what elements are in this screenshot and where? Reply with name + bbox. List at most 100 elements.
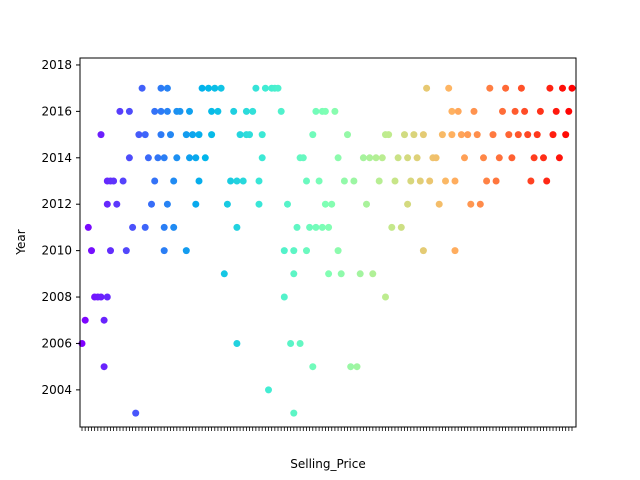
data-point [404, 154, 412, 162]
data-point [290, 247, 298, 255]
data-point [448, 131, 456, 139]
data-point [416, 177, 424, 185]
data-point [435, 200, 443, 208]
data-point [470, 107, 478, 115]
data-point [410, 131, 418, 139]
data-point [562, 131, 570, 139]
data-point [287, 340, 295, 347]
data-point [568, 84, 576, 92]
data-point [157, 84, 165, 92]
x-axis-label: Selling_Price [290, 457, 366, 471]
data-point [344, 131, 351, 139]
data-point [467, 200, 475, 208]
data-point [103, 200, 111, 208]
data-point [211, 84, 219, 92]
data-point [426, 177, 434, 185]
data-point [258, 131, 266, 139]
data-point [167, 131, 174, 139]
data-point [116, 107, 124, 115]
data-point [492, 177, 500, 185]
data-point [325, 270, 333, 278]
data-point [163, 84, 171, 92]
data-point [527, 177, 535, 185]
data-point [413, 154, 421, 162]
data-point [154, 154, 162, 162]
plot-frame [79, 57, 577, 428]
data-point [312, 107, 320, 115]
data-point [208, 131, 216, 139]
data-point [192, 154, 200, 162]
data-point [186, 154, 193, 162]
data-point [138, 84, 146, 92]
data-point [530, 154, 538, 162]
data-point [255, 200, 263, 208]
data-point [217, 84, 225, 92]
data-point [536, 107, 544, 115]
data-point [125, 154, 133, 162]
data-point [476, 200, 484, 208]
y-axis-label: Year [14, 229, 28, 255]
data-point [192, 200, 200, 208]
data-point [173, 154, 181, 162]
data-point [401, 131, 408, 139]
data-point [480, 154, 487, 162]
data-point [451, 177, 459, 185]
data-point [151, 107, 159, 115]
data-point [214, 107, 222, 115]
data-point [249, 107, 257, 115]
data-point [565, 107, 573, 115]
data-point [464, 131, 472, 139]
data-point [233, 177, 241, 185]
data-point [81, 316, 89, 324]
data-point [325, 223, 333, 231]
data-point [489, 131, 497, 139]
data-point [473, 131, 481, 139]
data-point [375, 177, 383, 185]
data-point [419, 131, 427, 139]
data-point [258, 154, 266, 162]
data-point [321, 200, 329, 208]
data-point [132, 409, 140, 417]
data-point [186, 107, 193, 115]
data-point [505, 131, 513, 139]
data-point [265, 386, 272, 394]
y-tick-label: 2012 [41, 197, 72, 211]
data-point [220, 270, 228, 278]
data-point [195, 131, 203, 139]
data-point [495, 154, 503, 162]
data-point [328, 200, 336, 208]
data-point [107, 247, 114, 255]
data-point [331, 107, 339, 115]
data-point [135, 131, 143, 139]
y-tick-label: 2004 [41, 383, 72, 397]
data-point [511, 107, 519, 115]
data-point [163, 200, 171, 208]
data-point [385, 131, 393, 139]
data-point [397, 223, 405, 231]
data-point [299, 154, 307, 162]
data-point [549, 131, 557, 139]
data-point [182, 247, 190, 255]
data-point [457, 131, 465, 139]
data-point [303, 247, 310, 255]
data-point [246, 131, 253, 139]
data-point [432, 154, 440, 162]
data-point [388, 223, 396, 231]
data-point [517, 84, 525, 92]
data-point [309, 131, 317, 139]
data-point [100, 316, 108, 324]
data-point [223, 200, 231, 208]
data-point [88, 247, 95, 255]
data-point [230, 107, 238, 115]
points-layer [78, 84, 576, 417]
data-point [157, 131, 165, 139]
data-point [540, 154, 547, 162]
data-point [144, 154, 152, 162]
data-point [110, 177, 118, 185]
data-point [391, 177, 399, 185]
data-point [280, 247, 288, 255]
data-point [448, 107, 456, 115]
data-point [233, 340, 241, 347]
data-point [274, 84, 282, 92]
